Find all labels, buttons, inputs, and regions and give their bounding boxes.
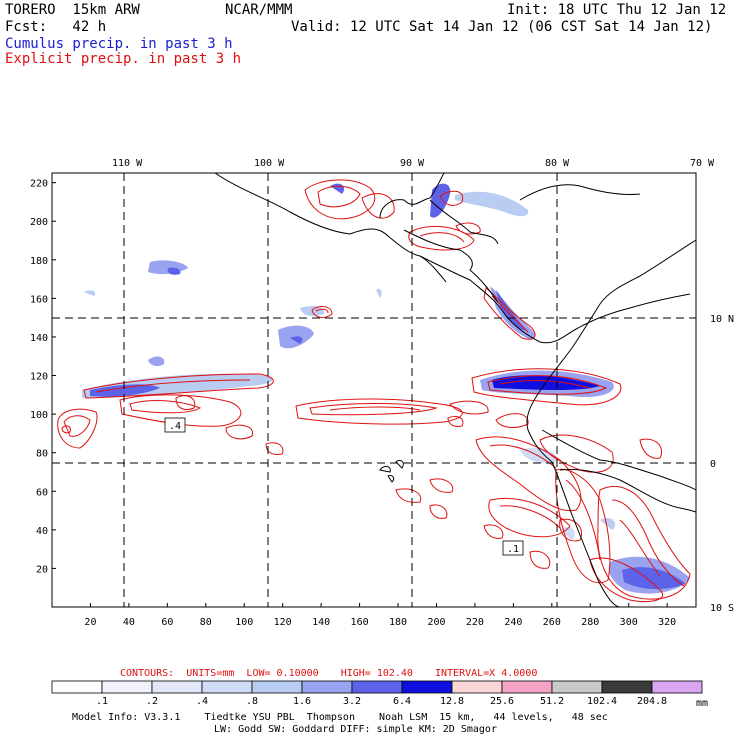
x-tick-label: 220	[466, 617, 484, 628]
colorbar-swatch	[201, 680, 253, 694]
colorbar-swatch	[301, 680, 353, 694]
y-tick-label: 100	[30, 410, 48, 421]
y-tick-label: 60	[36, 487, 48, 498]
y-tick-label: 20	[36, 564, 48, 575]
y-tick-label: 120	[30, 372, 48, 383]
lon-label-110w: 110 W	[112, 158, 143, 169]
lon-label-100w: 100 W	[254, 158, 285, 169]
x-tick-label: 260	[543, 617, 561, 628]
y-tick-label: 220	[30, 179, 48, 190]
x-tick-label: 120	[274, 617, 292, 628]
lon-label-70w: 70 W	[690, 158, 715, 169]
colorbar: .1 .2 .4 .8 1.6 3.2 6.4 12.8 25.6 51.2 102.4 204.8	[51, 680, 703, 707]
model-info-line1: Model Info: V3.3.1 Tiedtke YSU PBL Thomp…	[72, 712, 608, 723]
organization-label: NCAR/MMM	[225, 2, 293, 18]
x-tick-label: 80	[200, 617, 212, 628]
x-tick-label: 60	[161, 617, 173, 628]
coastlines	[214, 173, 696, 607]
valid-time: Valid: 12 UTC Sat 14 Jan 12 (06 CST Sat …	[291, 19, 713, 35]
cumulus-shading	[82, 183, 690, 594]
init-time: Init: 18 UTC Thu 12 Jan 12	[507, 2, 727, 18]
svg-text:.1: .1	[507, 544, 519, 555]
colorbar-swatch	[601, 680, 653, 694]
x-tick-label: 240	[504, 617, 522, 628]
colorbar-swatch	[451, 680, 503, 694]
x-tick-label: 140	[312, 617, 330, 628]
y-grid-ticks: 220 200 180 160 140 120 100 80 60 40 20	[30, 179, 56, 575]
lat-label-0: 0	[710, 459, 716, 470]
colorbar-label: 6.4	[393, 696, 411, 707]
colorbar-swatch	[151, 680, 203, 694]
x-tick-label: 100	[235, 617, 253, 628]
colorbar-label: 102.4	[587, 696, 617, 707]
y-tick-label: 40	[36, 526, 48, 537]
x-tick-label: 300	[620, 617, 638, 628]
colorbar-swatch	[501, 680, 553, 694]
colorbar-swatch	[251, 680, 303, 694]
lat-label-10n: 10 N	[710, 314, 734, 325]
x-tick-label: 160	[351, 617, 369, 628]
model-info-line2: LW: Godd SW: Goddard DIFF: simple KM: 2D…	[214, 724, 497, 735]
colorbar-label: 51.2	[540, 696, 564, 707]
colorbar-swatch	[551, 680, 603, 694]
colorbar-swatch	[101, 680, 153, 694]
colorbar-label: .4	[196, 696, 208, 707]
colorbar-label: .8	[246, 696, 258, 707]
colorbar-swatch	[51, 680, 103, 694]
longitude-labels: 110 W 100 W 90 W 80 W 70 W	[112, 158, 715, 169]
y-tick-label: 160	[30, 294, 48, 305]
x-grid-ticks: 20 40 60 80 100 120 140 160 180 200 220 240 260 280 30…	[84, 603, 676, 628]
contour-label-2: .1	[502, 540, 524, 556]
y-tick-label: 80	[36, 449, 48, 460]
x-tick-label: 40	[123, 617, 135, 628]
explicit-field-title: Explicit precip. in past 3 h	[5, 51, 242, 67]
lat-label-10s: 10 S	[710, 603, 734, 614]
lon-label-90w: 90 W	[400, 158, 425, 169]
contour-label-1: .4	[164, 417, 186, 433]
colorbar-label: 1.6	[293, 696, 311, 707]
colorbar-label: .2	[146, 696, 158, 707]
y-tick-label: 200	[30, 217, 48, 228]
colorbar-label: 25.6	[490, 696, 514, 707]
contour-info: CONTOURS: UNITS=mm LOW= 0.10000 HIGH= 10…	[120, 668, 537, 679]
x-tick-label: 200	[427, 617, 445, 628]
y-tick-label: 180	[30, 256, 48, 267]
model-title: TORERO 15km ARW	[5, 2, 140, 18]
map-frame	[51, 172, 697, 608]
colorbar-label: .1	[96, 696, 108, 707]
colorbar-swatch	[651, 680, 703, 694]
forecast-hour: Fcst: 42 h	[5, 19, 107, 35]
x-tick-label: 320	[658, 617, 676, 628]
x-tick-label: 180	[389, 617, 407, 628]
cumulus-field-title: Cumulus precip. in past 3 h	[5, 36, 233, 52]
map-area: .4 .1	[52, 173, 696, 607]
colorbar-swatch	[351, 680, 403, 694]
y-tick-label: 140	[30, 333, 48, 344]
graticule	[52, 173, 696, 607]
lon-label-80w: 80 W	[545, 158, 570, 169]
x-tick-label: 20	[84, 617, 96, 628]
colorbar-label: 204.8	[637, 696, 667, 707]
svg-text:.4: .4	[169, 421, 181, 432]
colorbar-label: 3.2	[343, 696, 361, 707]
colorbar-unit: mm	[696, 698, 708, 709]
colorbar-swatch	[401, 680, 453, 694]
x-tick-label: 280	[581, 617, 599, 628]
latitude-labels: 10 N 0 10 S	[710, 314, 734, 614]
colorbar-label: 12.8	[440, 696, 464, 707]
